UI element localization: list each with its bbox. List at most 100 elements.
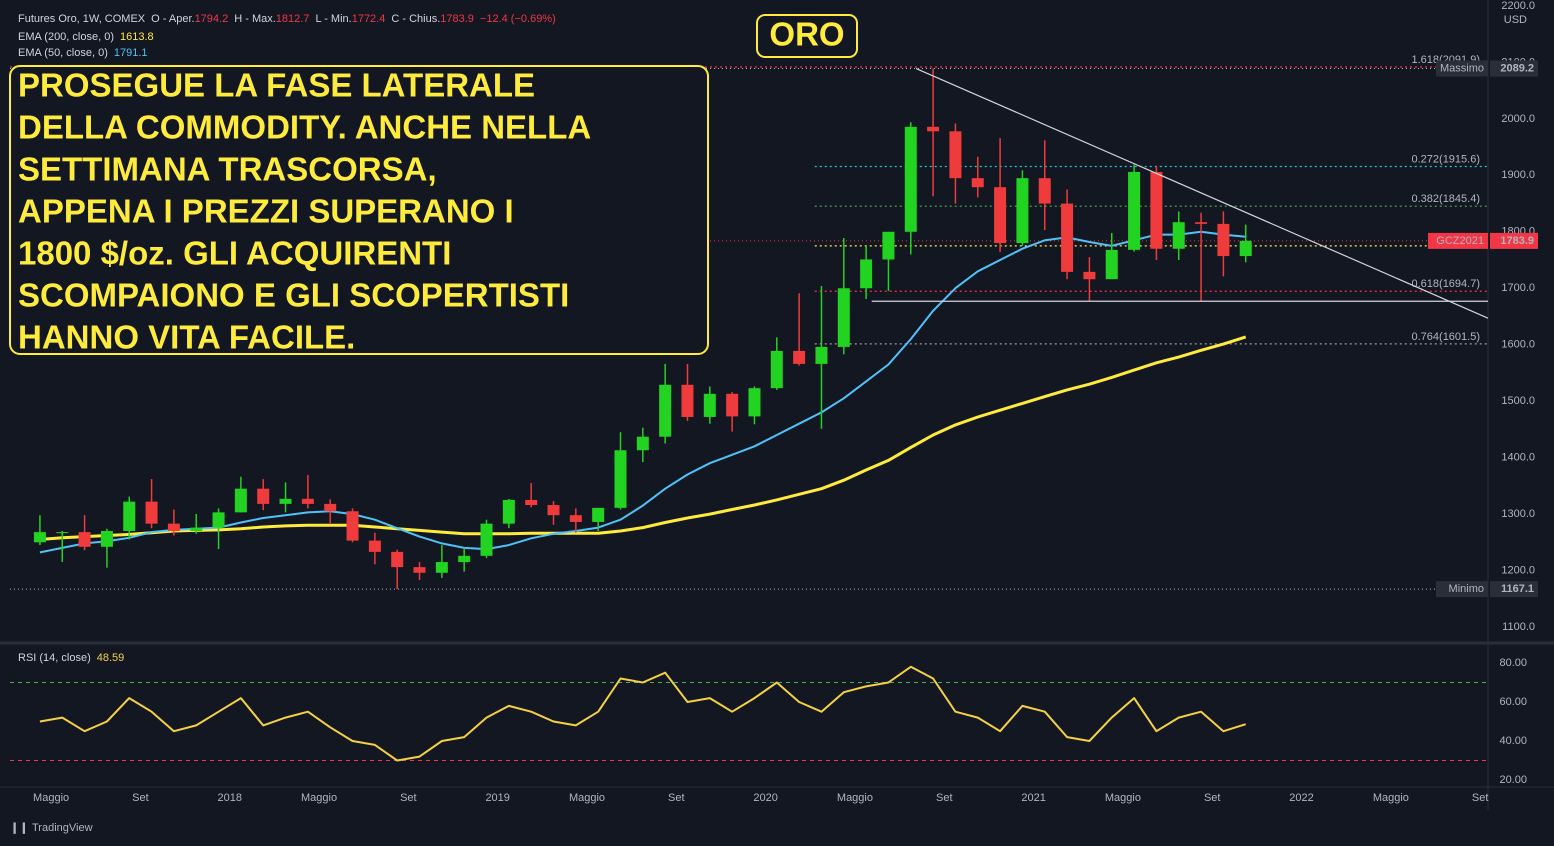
header-item: L - Min. [315, 13, 351, 25]
candle-body [167, 523, 180, 531]
candle-body [815, 346, 828, 364]
x-tick-label: Maggio [569, 792, 605, 804]
annotation-line: APPENA I PREZZI SUPERANO I [18, 193, 514, 230]
candle-body [212, 512, 225, 528]
annotation-line: 1800 $/oz. GLI ACQUIRENTI [18, 235, 451, 272]
ema-line [39, 335, 1247, 541]
candle-body [413, 567, 426, 573]
header-item: −12.4 (−0.69%) [480, 13, 556, 25]
candle-body [458, 555, 471, 563]
fib-label: 0.272(1915.6) [1412, 153, 1481, 165]
rsi-tick-label: 60.00 [1499, 696, 1527, 708]
price-tag-value-box [1490, 60, 1538, 77]
price-tag-name-box [1428, 232, 1488, 249]
candle-body [1217, 223, 1230, 257]
y-tick-label: 1500.0 [1501, 395, 1535, 407]
candle-body [33, 532, 46, 543]
x-tick-label: Maggio [1373, 792, 1409, 804]
rsi-value: 48.59 [97, 652, 125, 664]
ema-name: EMA (200, close, 0) [18, 31, 114, 43]
candle-body [525, 499, 538, 506]
y-tick-label: 2200.0 [1501, 0, 1535, 12]
y-tick-label: 1900.0 [1501, 169, 1535, 181]
candle-body [346, 511, 359, 541]
y-tick-label: 1100.0 [1502, 621, 1535, 633]
y-tick-label: 1300.0 [1501, 508, 1535, 520]
ema-name: EMA (50, close, 0) [18, 47, 108, 59]
candle-body [569, 515, 582, 522]
rsi-name: RSI (14, close) [18, 652, 91, 664]
ema-line [39, 230, 1246, 554]
candle-body [502, 499, 515, 524]
candle-body [123, 501, 136, 531]
annotation-line: DELLA COMMODITY. ANCHE NELLA [18, 109, 591, 146]
candle-body [860, 259, 873, 289]
candle-body [837, 288, 850, 347]
rsi-line [39, 665, 1246, 762]
candle-body [1172, 222, 1185, 249]
candle-body [301, 498, 314, 504]
ema-legend: EMA (200, close, 0) 1613.8 [18, 31, 154, 43]
price-tag-name: GCZ2021 [1436, 235, 1484, 247]
x-tick-label: Set [668, 792, 685, 804]
y-tick-label: 1700.0 [1501, 282, 1535, 294]
candle-body [1038, 178, 1051, 204]
candle-body [190, 527, 203, 531]
annotation-box [9, 65, 709, 355]
candle-body [145, 501, 158, 524]
y-unit: USD [1504, 14, 1527, 26]
price-tag-value: 1783.9 [1500, 235, 1534, 247]
candle-body [994, 187, 1007, 244]
header-item: 1794.2 [195, 13, 229, 25]
y-tick-label: 1400.0 [1501, 452, 1535, 464]
y-tick-label: 1200.0 [1501, 564, 1535, 576]
candle-body [1016, 178, 1029, 244]
x-tick-label: Maggio [33, 792, 69, 804]
candle-body [1105, 249, 1118, 280]
x-tick-label: Set [1204, 792, 1221, 804]
header-item: C - Chius. [391, 13, 440, 25]
title-box [756, 14, 858, 58]
x-tick-label: 2019 [485, 792, 509, 804]
candle-body [927, 126, 940, 132]
price-tag-name-box [1436, 581, 1488, 598]
chart-title: ORO [769, 16, 844, 53]
header-item: 1783.9 [440, 13, 474, 25]
annotation-line: PROSEGUE LA FASE LATERALE [18, 67, 535, 104]
candle-body [100, 530, 113, 547]
candle-body [480, 523, 493, 556]
candle-body [368, 540, 381, 552]
candle-body [971, 178, 984, 188]
candle-body [614, 450, 627, 508]
watermark-logo: ❙❙ [10, 822, 28, 834]
candle-body [1239, 240, 1252, 257]
y-tick-label: 1600.0 [1501, 339, 1535, 351]
header-item: H - Max. [234, 13, 276, 25]
x-tick-label: 2018 [217, 792, 241, 804]
candle-body [659, 384, 672, 437]
candle-body [636, 436, 649, 451]
x-tick-label: Set [1472, 792, 1489, 804]
candle-body [234, 488, 247, 513]
candle-body [1128, 171, 1141, 250]
y-tick-label: 2000.0 [1501, 113, 1535, 125]
x-tick-label: Maggio [837, 792, 873, 804]
candle-body [793, 350, 806, 364]
trendline [915, 67, 1489, 319]
rsi-tick-label: 40.00 [1499, 735, 1527, 747]
candle-body [56, 532, 69, 534]
price-tag-name-box [1436, 60, 1488, 77]
candle-body [592, 507, 605, 522]
watermark: TradingView [32, 822, 93, 834]
annotation-line: HANNO VITA FACILE. [18, 319, 355, 356]
candle-body [78, 532, 91, 547]
x-tick-label: Set [936, 792, 953, 804]
header: Futures Oro, 1W, COMEX O - Aper.1794.2 H -… [18, 13, 556, 25]
x-tick-label: Maggio [301, 792, 337, 804]
candle-body [949, 131, 962, 179]
candle-body [726, 393, 739, 417]
x-tick-label: 2021 [1021, 792, 1045, 804]
candle-body [1083, 271, 1096, 280]
x-tick-label: Set [400, 792, 417, 804]
candle-body [391, 551, 404, 568]
